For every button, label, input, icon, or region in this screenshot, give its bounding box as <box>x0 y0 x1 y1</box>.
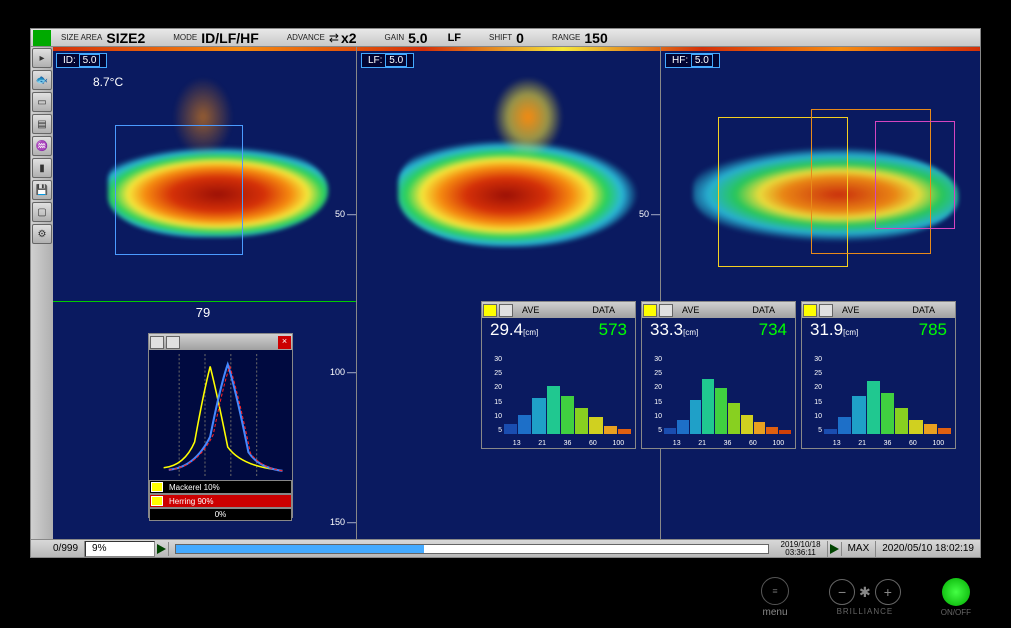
range-label: RANGE <box>552 33 580 42</box>
histo-body: 33.3[cm] 734 30252015105 13213660100 <box>642 318 795 448</box>
legend-row: 0% <box>215 510 227 519</box>
depth-tick: 150 <box>330 517 356 527</box>
display-tool-icon[interactable]: ▢ <box>32 202 52 222</box>
config-icon[interactable] <box>659 304 673 317</box>
histo-body: 29.4[cm] 573 30252015105 13213660100 <box>482 318 635 448</box>
size-area-label: SIZE AREA <box>61 33 102 42</box>
top-parameter-bar: SIZE AREA SIZE2 MODE ID/LF/HF ADVANCE ⇄ … <box>31 29 980 47</box>
mode-label: MODE <box>173 33 197 42</box>
sonar-display[interactable]: ID: 5.0 LF: 5.0 HF: 5.0 8.7°C 79 <box>53 47 980 539</box>
power-button[interactable]: ON/OFF <box>941 578 971 617</box>
surface-line <box>53 47 980 51</box>
pct-field[interactable]: 9% <box>85 541 155 557</box>
histogram-window-2[interactable]: AVE DATA 33.3[cm] 734 30252015105 132136… <box>641 301 796 449</box>
layers-tool-icon[interactable]: ▤ <box>32 114 52 134</box>
histo-header[interactable]: AVE DATA <box>642 302 795 318</box>
histogram-window-3[interactable]: AVE DATA 31.9[cm] 785 30252015105 132136… <box>801 301 956 449</box>
brilliance-control: − ✱ + BRILLIANCE <box>829 579 901 616</box>
frame-counter: 0/999 <box>47 541 85 557</box>
bars-tool-icon[interactable]: ▮ <box>32 158 52 178</box>
panel-divider-2 <box>660 47 661 539</box>
pin-icon[interactable] <box>643 304 657 317</box>
mode-value[interactable]: ID/LF/HF <box>201 30 259 46</box>
species-curve-window[interactable]: × Mackerel 10 <box>148 333 293 518</box>
depth-line[interactable] <box>53 301 356 302</box>
tool-sidebar: ▸ 🐟 ▭ ▤ ♒ ▮ 💾 ▢ ⚙ <box>31 47 53 539</box>
depth-readout: 79 <box>183 305 223 320</box>
echo-spray-lf <box>493 77 563 157</box>
depth-tick: 100 <box>330 367 356 377</box>
monitor-frame: SIZE AREA SIZE2 MODE ID/LF/HF ADVANCE ⇄ … <box>0 0 1011 628</box>
legend-row: Herring 90% <box>169 497 213 506</box>
legend-row: Mackerel 10% <box>169 483 220 492</box>
advance-label: ADVANCE <box>287 33 325 42</box>
hf-panel-label: HF: 5.0 <box>665 53 720 68</box>
histo-header[interactable]: AVE DATA <box>482 302 635 318</box>
content-area: ▸ 🐟 ▭ ▤ ♒ ▮ 💾 ▢ ⚙ ID: 5.0 <box>31 47 980 539</box>
fish-tool-icon[interactable]: 🐟 <box>32 70 52 90</box>
panel-divider-1 <box>356 47 357 539</box>
histo-header[interactable]: AVE DATA <box>802 302 955 318</box>
depth-tick: 50 <box>639 209 660 219</box>
species-legend: Mackerel 10% Herring 90% 0% <box>149 480 292 521</box>
advance-value[interactable]: x2 <box>341 30 357 46</box>
menu-icon[interactable] <box>33 30 51 46</box>
lf-indicator: LF <box>448 32 461 44</box>
gain-value[interactable]: 5.0 <box>408 30 427 46</box>
gain-label: GAIN <box>385 33 405 42</box>
brightness-icon: ✱ <box>859 584 871 601</box>
temperature-readout: 8.7°C <box>93 75 123 89</box>
settings-tool-icon[interactable]: ⚙ <box>32 224 52 244</box>
id-panel-label: ID: 5.0 <box>56 53 107 68</box>
menu-button[interactable]: ≡ menu <box>761 577 789 618</box>
shift-value[interactable]: 0 <box>516 30 524 46</box>
shift-label: SHIFT <box>489 33 512 42</box>
depth-tick: 50 <box>335 209 356 219</box>
corner-icon[interactable] <box>31 542 47 556</box>
play-button[interactable] <box>155 542 169 556</box>
curve-plot <box>149 350 292 480</box>
physical-controls: ≡ menu − ✱ + BRILLIANCE ON/OFF <box>761 577 971 618</box>
close-icon[interactable]: × <box>278 336 291 349</box>
config-icon[interactable] <box>499 304 513 317</box>
play-end-button[interactable] <box>828 542 842 556</box>
expand-icon[interactable]: ▸ <box>32 48 52 68</box>
pin-icon[interactable] <box>150 336 164 349</box>
config-icon[interactable] <box>166 336 180 349</box>
range-value[interactable]: 150 <box>584 30 607 46</box>
config-icon[interactable] <box>819 304 833 317</box>
size-value[interactable]: SIZE2 <box>106 30 145 46</box>
selection-box-blue[interactable] <box>115 125 243 255</box>
selection-box-magenta[interactable] <box>875 121 955 229</box>
max-label: MAX <box>842 541 877 557</box>
save-tool-icon[interactable]: 💾 <box>32 180 52 200</box>
bottom-status-bar: 0/999 9% 2019/10/1803:36:11 MAX 2020/05/… <box>31 539 980 557</box>
brilliance-minus-button[interactable]: − <box>829 579 855 605</box>
screen: SIZE AREA SIZE2 MODE ID/LF/HF ADVANCE ⇄ … <box>30 28 981 558</box>
current-datetime: 2020/05/10 18:02:19 <box>876 541 980 557</box>
replay-datetime: 2019/10/1803:36:11 <box>775 541 828 557</box>
pin-icon[interactable] <box>803 304 817 317</box>
sound-tool-icon[interactable]: ♒ <box>32 136 52 156</box>
brilliance-plus-button[interactable]: + <box>875 579 901 605</box>
histogram-window-1[interactable]: AVE DATA 29.4[cm] 573 30252015105 132136… <box>481 301 636 449</box>
curve-window-header[interactable]: × <box>149 334 292 350</box>
lf-panel-label: LF: 5.0 <box>361 53 414 68</box>
pin-icon[interactable] <box>483 304 497 317</box>
chart-tool-icon[interactable]: ▭ <box>32 92 52 112</box>
scrub-bar[interactable] <box>175 544 768 554</box>
histo-body: 31.9[cm] 785 30252015105 13213660100 <box>802 318 955 448</box>
